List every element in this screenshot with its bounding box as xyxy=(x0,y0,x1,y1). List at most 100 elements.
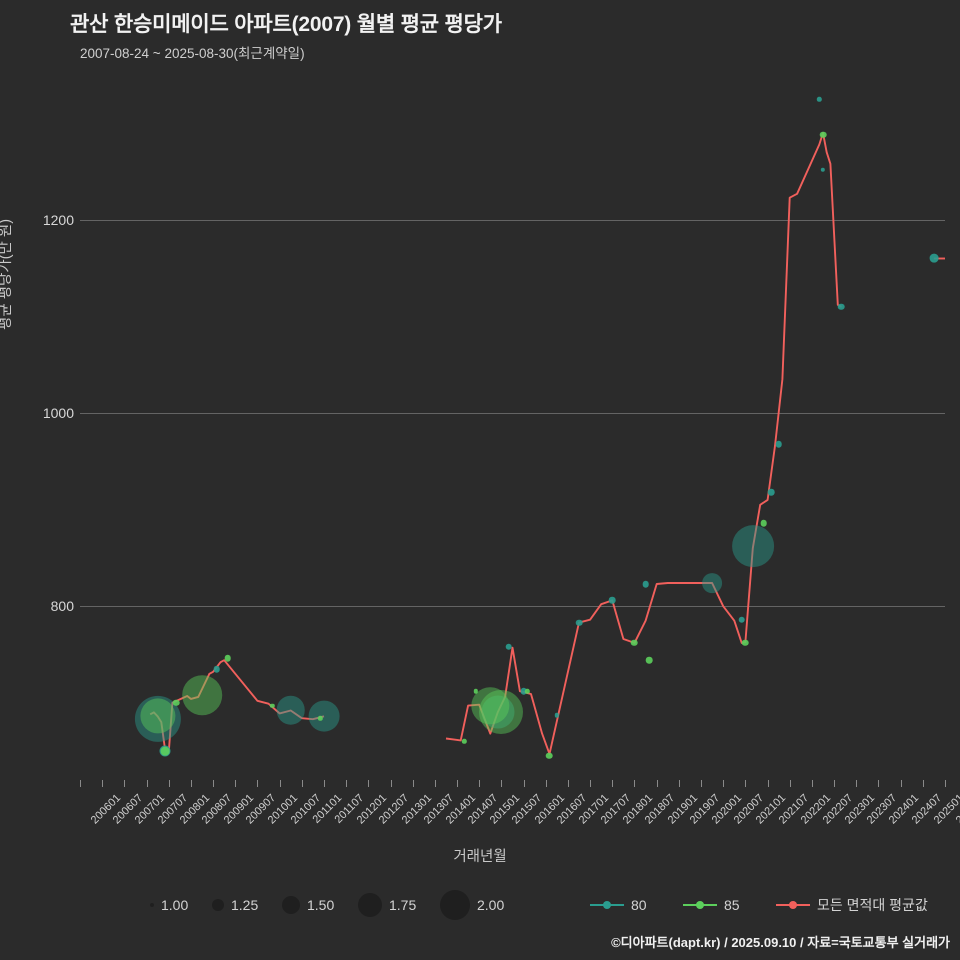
x-tick-mark xyxy=(656,780,658,787)
plot-area xyxy=(80,75,945,780)
legend-series-label: 85 xyxy=(724,897,740,913)
series-bubble xyxy=(318,715,323,721)
x-tick-mark xyxy=(124,780,126,787)
gridline xyxy=(80,219,945,221)
x-tick-mark xyxy=(190,780,192,787)
x-tick-mark xyxy=(146,780,148,787)
series-bubble xyxy=(462,739,467,744)
x-tick-mark xyxy=(501,780,503,787)
legend-size-item: 1.50 xyxy=(282,890,334,920)
x-tick-mark xyxy=(922,780,924,787)
y-tick-label: 1000 xyxy=(42,405,74,421)
x-tick-mark xyxy=(723,780,725,787)
series-bubble xyxy=(838,303,845,311)
x-tick-mark xyxy=(545,780,547,787)
x-tick-mark xyxy=(811,780,813,787)
legend-size-item: 2.00 xyxy=(440,890,504,920)
series-bubble xyxy=(182,675,222,715)
series-bubble xyxy=(609,597,616,604)
legend-size-item: 1.75 xyxy=(358,890,416,920)
x-tick-mark xyxy=(745,780,747,787)
series-bubble xyxy=(554,713,560,718)
x-tick-mark xyxy=(235,780,237,787)
x-axis-title: 거래년월 xyxy=(453,849,507,865)
series-bubble xyxy=(929,254,939,263)
series-bubble xyxy=(820,167,826,172)
series-line xyxy=(149,659,325,754)
legend-size-label: 1.25 xyxy=(231,897,259,913)
x-tick-mark xyxy=(834,780,836,787)
x-tick-mark xyxy=(213,780,215,787)
legend-size-dot xyxy=(358,893,382,917)
x-tick-mark xyxy=(301,780,303,787)
x-tick-mark xyxy=(390,780,392,787)
x-tick-mark xyxy=(701,780,703,787)
legend-series-swatch xyxy=(590,899,624,911)
series-bubble xyxy=(767,488,775,496)
series-bubble xyxy=(775,440,782,448)
legend-size-dot xyxy=(440,890,470,920)
x-tick-mark xyxy=(457,780,459,787)
legend-series-swatch xyxy=(776,899,810,911)
x-tick-mark xyxy=(102,780,104,787)
x-tick-mark xyxy=(323,780,325,787)
x-tick-mark xyxy=(368,780,370,787)
gridline xyxy=(80,606,945,608)
series-bubble xyxy=(308,700,340,732)
series-bubble xyxy=(224,655,232,662)
series-line xyxy=(445,131,842,755)
legend-size-dot xyxy=(212,899,224,911)
series-bubble xyxy=(276,696,305,725)
x-tick-mark xyxy=(279,780,281,787)
series-bubble xyxy=(160,746,170,756)
x-tick-mark xyxy=(257,780,259,787)
series-bubble xyxy=(819,131,827,139)
series-bubble xyxy=(172,699,180,707)
legend-size-label: 1.00 xyxy=(161,897,189,913)
x-tick-mark xyxy=(945,780,946,787)
series-bubble xyxy=(525,688,530,694)
x-tick-mark xyxy=(567,780,569,787)
series-bubble xyxy=(575,619,583,626)
series-bubble xyxy=(213,665,221,673)
y-tick-label: 800 xyxy=(50,598,74,615)
x-tick-mark xyxy=(678,780,680,787)
series-bubble xyxy=(817,96,822,102)
x-tick-mark xyxy=(434,780,436,787)
series-bubble xyxy=(702,573,723,593)
series-bubble xyxy=(479,690,524,735)
legend-size-dot xyxy=(282,896,300,914)
x-tick-mark xyxy=(878,780,880,787)
series-bubble xyxy=(481,695,515,729)
series-bubble xyxy=(270,703,275,708)
legend-series-swatch xyxy=(683,899,717,911)
series-bubble xyxy=(140,698,176,734)
x-tick-mark xyxy=(856,780,858,787)
series-canvas xyxy=(149,131,945,755)
legend-series-label: 모든 면적대 평균값 xyxy=(817,897,928,913)
legend-size-label: 1.75 xyxy=(389,897,417,913)
x-tick-mark xyxy=(612,780,614,787)
series-bubble xyxy=(742,639,749,647)
x-tick-mark xyxy=(767,780,769,787)
x-tick-mark xyxy=(789,780,791,787)
legend-series-item[interactable]: 모든 면적대 평균값 xyxy=(776,890,928,920)
x-tick-mark xyxy=(523,780,525,787)
x-tick-mark xyxy=(479,780,481,787)
x-tick-mark xyxy=(900,780,902,787)
series-bubble xyxy=(631,639,638,647)
series-bubble xyxy=(738,616,745,623)
series-bubble xyxy=(731,525,774,568)
legend-size-item: 1.25 xyxy=(212,890,258,920)
series-bubble xyxy=(546,752,553,760)
y-axis-ticks: 800 1000 1200 xyxy=(0,75,74,780)
x-tick-mark xyxy=(168,780,170,787)
legend-series-item[interactable]: 80 xyxy=(590,890,647,920)
legend-series-item[interactable]: 85 xyxy=(683,890,740,920)
footer-credit: ©디아파트(dapt.kr) / 2025.09.10 / 자료=국토교통부 실… xyxy=(611,935,950,950)
series-bubble xyxy=(645,656,653,664)
series-bubble xyxy=(760,519,768,527)
x-tick-mark xyxy=(346,780,348,787)
legend-size-item: 1.00 xyxy=(150,890,188,920)
